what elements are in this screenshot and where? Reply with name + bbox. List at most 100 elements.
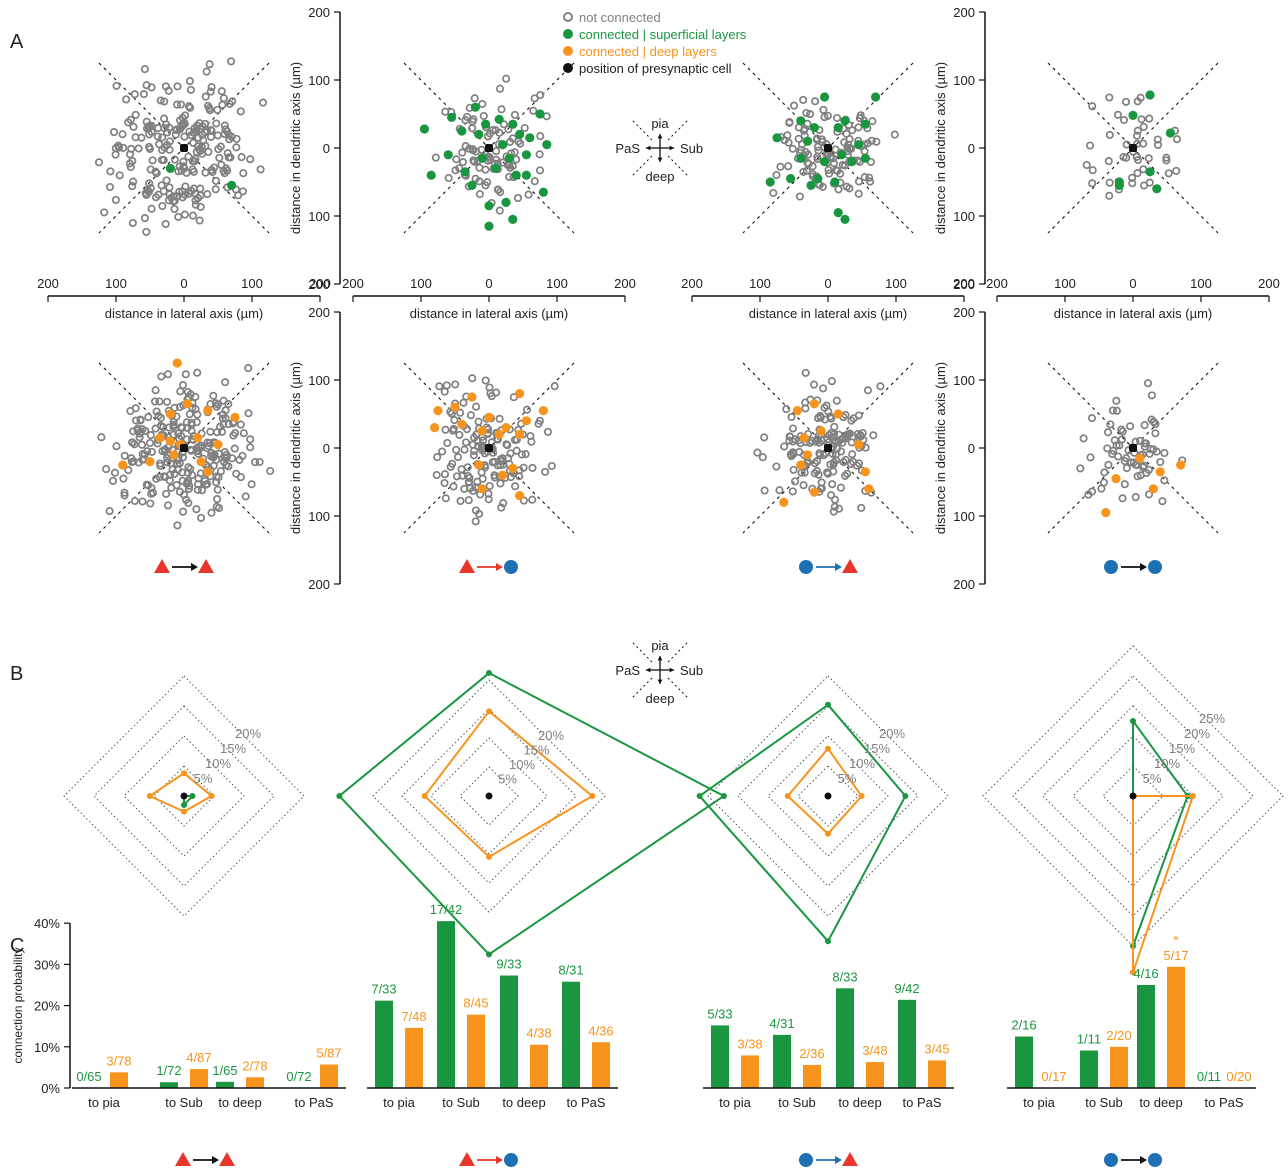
cell-not-connected xyxy=(795,192,804,201)
cell-connected-superficial xyxy=(474,129,484,139)
compass-arrowhead xyxy=(657,134,663,139)
cell-connected-deep xyxy=(477,484,487,494)
cell-not-connected xyxy=(1139,461,1149,470)
legend-label: position of presynaptic cell xyxy=(579,61,732,76)
cell-not-connected xyxy=(788,144,797,153)
radar-chart xyxy=(336,670,727,958)
cell-connected-deep xyxy=(145,457,155,467)
bar-y-axis-label: connection probability xyxy=(11,948,25,1064)
cell-not-connected xyxy=(173,521,182,530)
cell-not-connected xyxy=(154,124,163,133)
cell-connected-superficial xyxy=(833,208,843,218)
cell-not-connected xyxy=(511,482,520,491)
legend-label: connected | deep layers xyxy=(579,44,717,59)
cell-not-connected xyxy=(823,468,832,477)
cell-connected-superficial xyxy=(1165,128,1175,138)
circle-icon xyxy=(799,560,813,574)
radar-vertex xyxy=(181,808,187,815)
cell-connected-superficial xyxy=(786,174,796,184)
bar-value-label: 1/72 xyxy=(156,1063,181,1078)
cell-not-connected xyxy=(145,144,154,153)
y-axis xyxy=(334,11,341,285)
cell-not-connected xyxy=(214,503,224,513)
triangle-icon xyxy=(842,1152,858,1166)
cell-not-connected xyxy=(469,486,478,495)
cell-connected-superficial xyxy=(508,119,518,129)
cell-not-connected xyxy=(213,495,222,504)
cell-not-connected xyxy=(227,57,236,66)
compass-label-up: pia xyxy=(651,638,669,653)
cell-not-connected xyxy=(813,456,822,466)
cell-not-connected xyxy=(137,133,146,142)
cell-not-connected xyxy=(861,443,870,452)
presynaptic-cell xyxy=(485,144,493,152)
cell-connected-deep xyxy=(474,460,484,470)
cell-not-connected xyxy=(504,125,513,134)
cell-connected-deep xyxy=(796,460,806,470)
cell-not-connected xyxy=(1132,131,1142,140)
cell-not-connected xyxy=(163,501,173,510)
y-axis-label: distance in dendritic axis (µm) xyxy=(288,62,303,234)
cell-not-connected xyxy=(478,99,487,109)
cell-not-connected xyxy=(162,120,171,129)
cell-not-connected xyxy=(1143,379,1153,388)
radar-ring-label: 15% xyxy=(220,741,246,756)
cell-not-connected xyxy=(157,155,167,164)
radar-vertex xyxy=(858,793,865,799)
cell-not-connected xyxy=(472,402,481,411)
cell-not-connected xyxy=(208,167,217,177)
cell-not-connected xyxy=(259,98,268,107)
cell-not-connected xyxy=(839,458,848,467)
cell-connected-superficial xyxy=(481,119,491,129)
cell-not-connected xyxy=(820,403,829,412)
cell-not-connected xyxy=(801,368,810,377)
cell-not-connected xyxy=(256,165,265,174)
bar-superficial xyxy=(773,1034,791,1088)
cell-not-connected xyxy=(247,480,256,489)
cell-not-connected xyxy=(1121,97,1131,106)
cell-not-connected xyxy=(1120,480,1129,489)
connection-type-icon xyxy=(799,1152,858,1167)
cell-not-connected xyxy=(234,191,243,200)
cell-not-connected xyxy=(816,484,825,493)
cell-connected-deep xyxy=(196,457,206,467)
cell-not-connected xyxy=(840,161,850,170)
bar-superficial xyxy=(836,988,854,1088)
cell-connected-superficial xyxy=(830,177,840,187)
compass-arrowhead xyxy=(669,667,674,673)
cell-not-connected xyxy=(469,451,478,460)
radar-vertex xyxy=(1130,718,1136,724)
y-tick-label: 100 xyxy=(953,73,975,88)
cell-not-connected xyxy=(477,145,486,154)
y-tick-label: 100 xyxy=(308,373,330,388)
cell-not-connected xyxy=(490,471,499,480)
cell-not-connected xyxy=(444,173,453,183)
cell-not-connected xyxy=(854,123,863,132)
cell-not-connected xyxy=(1128,179,1137,188)
cell-not-connected xyxy=(191,200,200,209)
cell-not-connected xyxy=(497,503,506,512)
x-tick-label: 200 xyxy=(681,276,703,291)
cell-not-connected xyxy=(519,496,528,505)
radar-ring-label: 15% xyxy=(523,743,549,758)
cell-not-connected xyxy=(853,429,862,439)
cell-not-connected xyxy=(207,83,216,92)
cell-not-connected xyxy=(168,465,177,474)
cell-not-connected xyxy=(441,494,450,503)
cell-not-connected xyxy=(805,110,815,119)
radar-vertex xyxy=(486,708,492,715)
cell-not-connected xyxy=(528,463,537,472)
cell-connected-superficial xyxy=(840,214,850,224)
cell-not-connected xyxy=(1140,421,1149,430)
cell-not-connected xyxy=(468,440,477,449)
cell-not-connected xyxy=(169,418,178,427)
cell-not-connected xyxy=(215,153,224,162)
y-tick-label: 100 xyxy=(953,373,975,388)
cell-connected-superficial xyxy=(860,153,871,163)
cell-connected-superficial xyxy=(796,116,806,126)
cell-not-connected xyxy=(224,399,233,409)
cell-not-connected xyxy=(188,165,197,174)
y-tick-label: 200 xyxy=(308,277,330,292)
circle-icon xyxy=(1148,560,1162,574)
cell-not-connected xyxy=(162,397,172,406)
